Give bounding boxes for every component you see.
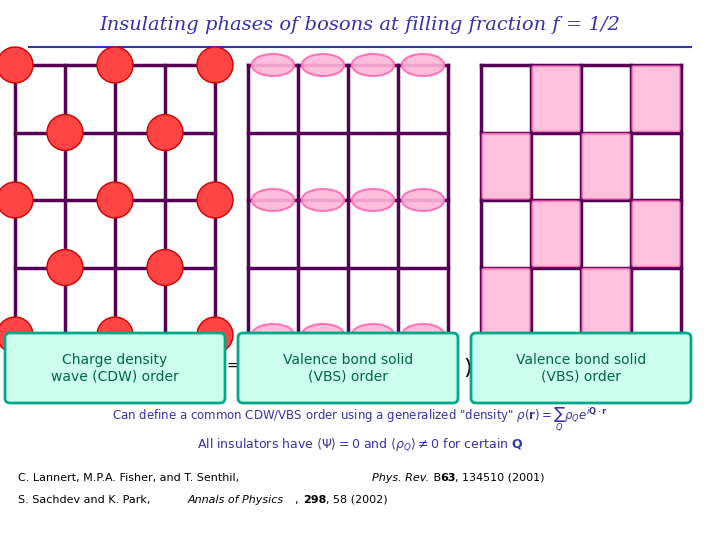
FancyBboxPatch shape (632, 201, 680, 267)
Text: Valence bond solid
(VBS) order: Valence bond solid (VBS) order (516, 353, 646, 383)
Circle shape (97, 182, 133, 218)
Ellipse shape (252, 54, 294, 76)
Ellipse shape (243, 359, 281, 377)
Text: Phys. Rev.: Phys. Rev. (372, 473, 429, 483)
FancyBboxPatch shape (482, 133, 530, 199)
Text: 63: 63 (440, 473, 456, 483)
Ellipse shape (402, 189, 444, 211)
FancyBboxPatch shape (632, 66, 680, 132)
Circle shape (47, 249, 83, 286)
FancyBboxPatch shape (582, 133, 630, 199)
Circle shape (295, 358, 315, 378)
Text: ,: , (295, 495, 302, 505)
Text: $=\frac{1}{\sqrt{2}}$: $=\frac{1}{\sqrt{2}}$ (224, 354, 261, 382)
FancyBboxPatch shape (5, 333, 225, 403)
Circle shape (47, 114, 83, 151)
Ellipse shape (302, 54, 344, 76)
FancyBboxPatch shape (238, 333, 458, 403)
Circle shape (147, 114, 183, 151)
Circle shape (0, 317, 33, 353)
FancyBboxPatch shape (471, 333, 691, 403)
Ellipse shape (352, 189, 395, 211)
Text: +: + (360, 359, 377, 377)
Circle shape (147, 249, 183, 286)
FancyBboxPatch shape (532, 66, 580, 132)
Ellipse shape (302, 189, 344, 211)
Ellipse shape (402, 324, 444, 346)
Circle shape (97, 317, 133, 353)
Text: ): ) (464, 358, 472, 378)
Circle shape (97, 47, 133, 83)
Text: Insulating phases of bosons at filling fraction f = 1/2: Insulating phases of bosons at filling f… (99, 16, 621, 34)
Text: All insulators have $\langle\Psi\rangle = 0$ and $\langle\rho_Q\rangle \neq 0$ f: All insulators have $\langle\Psi\rangle … (197, 437, 523, 454)
Text: Annals of Physics: Annals of Physics (188, 495, 284, 505)
Circle shape (338, 358, 358, 378)
Text: B: B (430, 473, 445, 483)
Circle shape (197, 47, 233, 83)
Circle shape (395, 358, 415, 378)
Text: Valence bond solid
(VBS) order: Valence bond solid (VBS) order (283, 353, 413, 383)
Text: +: + (377, 359, 393, 377)
Ellipse shape (352, 324, 395, 346)
FancyBboxPatch shape (482, 268, 530, 334)
FancyBboxPatch shape (532, 201, 580, 267)
Circle shape (197, 182, 233, 218)
Ellipse shape (352, 54, 395, 76)
Circle shape (197, 317, 233, 353)
Text: , 58 (2002): , 58 (2002) (326, 495, 387, 505)
FancyBboxPatch shape (582, 268, 630, 334)
Circle shape (438, 358, 458, 378)
Text: 298: 298 (303, 495, 326, 505)
Text: Can define a common CDW/VBS order using a generalized "density" $\rho(\mathbf{r}: Can define a common CDW/VBS order using … (112, 406, 608, 434)
Ellipse shape (252, 324, 294, 346)
Text: , 134510 (2001): , 134510 (2001) (455, 473, 544, 483)
Text: Charge density
wave (CDW) order: Charge density wave (CDW) order (51, 353, 179, 383)
Ellipse shape (252, 189, 294, 211)
Ellipse shape (402, 54, 444, 76)
Circle shape (0, 182, 33, 218)
Text: S. Sachdev and K. Park,: S. Sachdev and K. Park, (18, 495, 154, 505)
Circle shape (0, 47, 33, 83)
Text: (: ( (281, 358, 289, 378)
Ellipse shape (302, 324, 344, 346)
Text: C. Lannert, M.P.A. Fisher, and T. Senthil,: C. Lannert, M.P.A. Fisher, and T. Senthi… (18, 473, 243, 483)
